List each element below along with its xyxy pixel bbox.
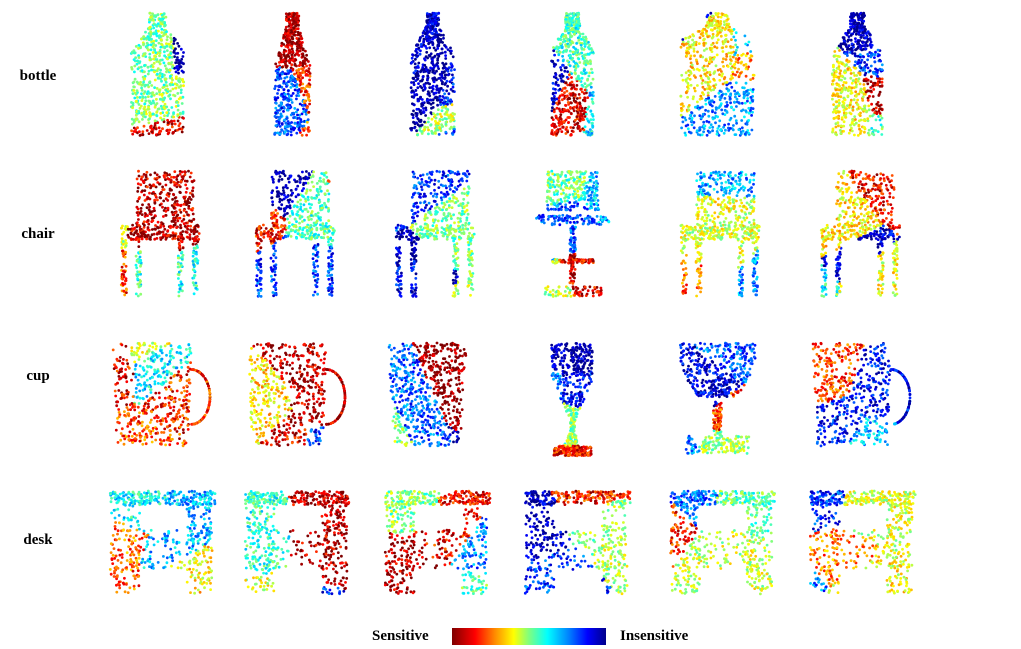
point-cloud-svg — [679, 11, 756, 137]
legend-insensitive-label: Insensitive — [620, 628, 689, 644]
point-cloud-svg — [830, 11, 884, 137]
point-cloud-bottle-b — [235, 10, 365, 145]
point-cloud-desk-b — [235, 488, 365, 623]
point-cloud-chair-b — [235, 168, 365, 303]
point-cloud-svg — [119, 169, 201, 298]
point-cloud-chair-c — [375, 168, 505, 303]
point-cloud-svg — [243, 490, 351, 596]
point-cloud-svg — [248, 342, 347, 447]
point-cloud-svg — [409, 11, 456, 137]
point-cloud-desk-c — [375, 488, 505, 623]
point-cloud-bottle-d — [515, 10, 645, 145]
point-cloud-chair-a — [100, 168, 230, 303]
point-cloud-svg — [111, 341, 212, 448]
sensitivity-colorbar — [452, 628, 606, 645]
point-cloud-svg — [273, 11, 312, 137]
point-cloud-svg — [394, 169, 476, 298]
point-cloud-bottle-a — [100, 10, 230, 145]
point-cloud-svg — [129, 11, 186, 137]
point-cloud-desk-e — [660, 488, 790, 623]
point-cloud-svg — [550, 342, 594, 458]
point-cloud-desk-a — [100, 488, 230, 623]
point-cloud-svg — [383, 489, 492, 596]
point-cloud-cup-e — [660, 340, 790, 475]
point-cloud-grid — [100, 10, 930, 596]
point-cloud-bottle-f — [800, 10, 930, 145]
point-cloud-cup-c — [375, 340, 505, 475]
point-cloud-cup-f — [800, 340, 930, 475]
row-label-chair: chair — [21, 226, 55, 242]
point-cloud-cup-a — [100, 340, 230, 475]
point-cloud-desk-d — [515, 488, 645, 623]
point-cloud-svg — [550, 11, 595, 137]
point-cloud-chair-e — [660, 168, 790, 303]
point-cloud-chair-f — [800, 168, 930, 303]
point-cloud-svg — [108, 489, 217, 595]
point-cloud-svg — [387, 341, 468, 448]
point-cloud-chair-d — [515, 168, 645, 303]
legend-sensitive-label: Sensitive — [372, 628, 429, 644]
row-label-desk: desk — [23, 532, 53, 548]
point-cloud-svg — [811, 341, 912, 448]
row-label-cup: cup — [26, 368, 50, 384]
point-cloud-svg — [679, 341, 757, 455]
point-cloud-desk-f — [800, 488, 930, 623]
row-label-bottle: bottle — [19, 68, 57, 84]
point-cloud-svg — [679, 170, 761, 298]
point-cloud-cup-b — [235, 340, 365, 475]
point-cloud-bottle-e — [660, 10, 790, 145]
point-cloud-svg — [523, 489, 632, 596]
point-cloud-bottle-c — [375, 10, 505, 145]
point-cloud-svg — [669, 489, 776, 596]
point-cloud-cup-d — [515, 340, 645, 475]
point-cloud-svg — [254, 169, 336, 298]
point-cloud-svg — [808, 489, 917, 595]
point-cloud-svg — [819, 169, 901, 298]
point-cloud-svg — [535, 169, 611, 298]
